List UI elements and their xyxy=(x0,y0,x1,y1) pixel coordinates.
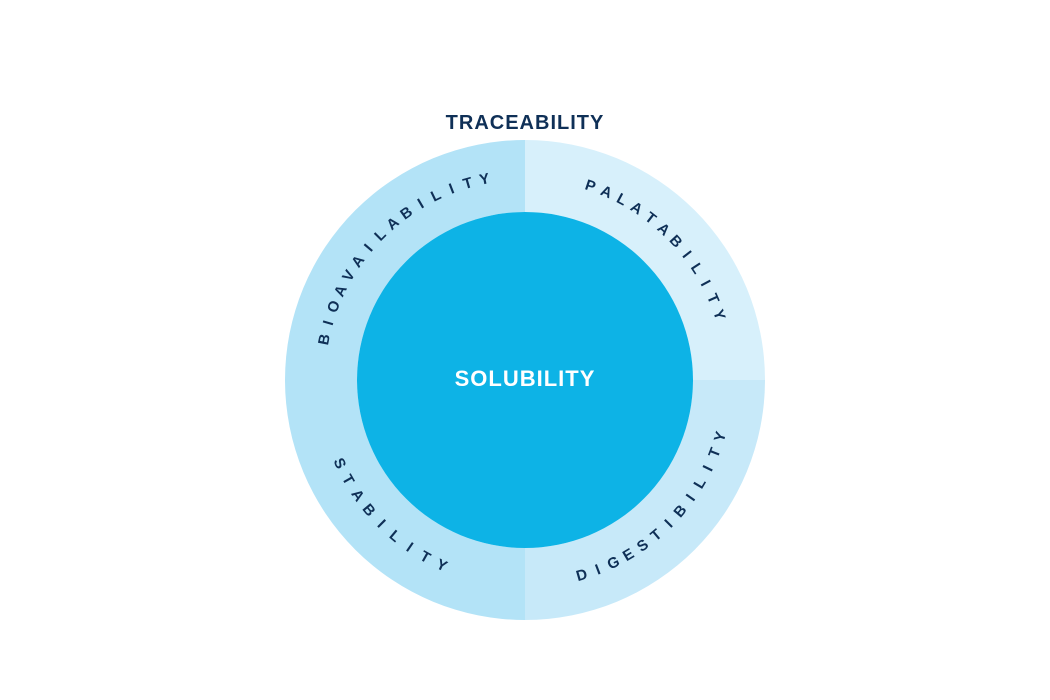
diagram-stage: TRACEABILITY SOLUBILITYBIOAVAILABILITYPA… xyxy=(0,0,1050,700)
center-label: SOLUBILITY xyxy=(455,366,596,391)
top-label-traceability: TRACEABILITY xyxy=(446,112,605,135)
radial-diagram: SOLUBILITYBIOAVAILABILITYPALATABILITYDIG… xyxy=(0,0,1050,700)
